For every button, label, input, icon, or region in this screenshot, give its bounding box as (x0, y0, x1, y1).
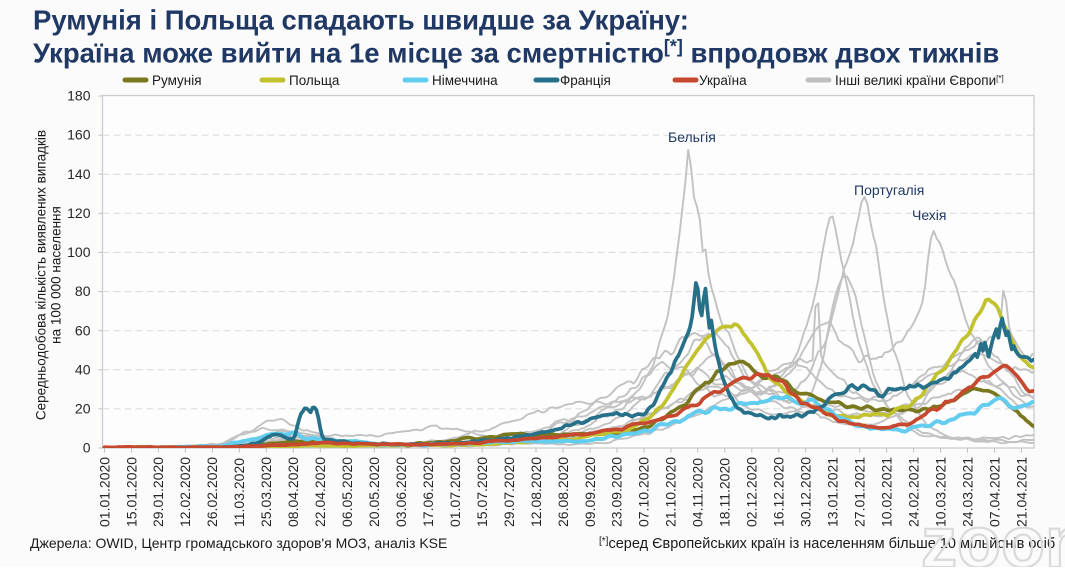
svg-text:15.07.2020: 15.07.2020 (474, 457, 490, 527)
svg-text:на 100 000 населення: на 100 000 населення (49, 206, 64, 344)
svg-text:29.07.2020: 29.07.2020 (501, 457, 517, 527)
svg-text:06.05.2020: 06.05.2020 (339, 457, 355, 527)
svg-text:10.03.2021: 10.03.2021 (932, 457, 948, 527)
svg-text:Польща: Польща (289, 73, 340, 88)
svg-text:07.04.2021: 07.04.2021 (986, 457, 1002, 527)
svg-text:140: 140 (67, 166, 91, 182)
svg-text:13.01.2021: 13.01.2021 (825, 457, 841, 527)
svg-text:22.04.2020: 22.04.2020 (312, 457, 328, 527)
svg-text:26.08.2020: 26.08.2020 (555, 457, 571, 527)
svg-text:01.07.2020: 01.07.2020 (447, 457, 463, 527)
svg-text:15.01.2020: 15.01.2020 (123, 457, 139, 527)
svg-text:180: 180 (67, 88, 91, 104)
svg-text:10.02.2021: 10.02.2021 (878, 457, 894, 527)
svg-text:21.04.2021: 21.04.2021 (1013, 457, 1029, 527)
svg-text:Інші великі країни Європи[*]: Інші великі країни Європи[*] (835, 73, 1004, 88)
svg-text:80: 80 (75, 283, 91, 299)
svg-text:Румунія і Польща спадають швид: Румунія і Польща спадають швидше за Укра… (33, 5, 689, 36)
svg-text:26.02.2020: 26.02.2020 (204, 457, 220, 527)
svg-text:Чехія: Чехія (912, 207, 947, 223)
svg-text:Україна може вийти на 1е місце: Україна може вийти на 1е місце за смертн… (33, 37, 999, 69)
svg-text:40: 40 (75, 361, 91, 377)
svg-text:[*]серед Європейських країн із: [*]серед Європейських країн із населення… (599, 536, 1055, 552)
svg-text:24.02.2021: 24.02.2021 (905, 457, 921, 527)
svg-text:09.09.2020: 09.09.2020 (582, 457, 598, 527)
svg-text:Франція: Франція (560, 73, 611, 88)
svg-text:Середньодобова кількість виявл: Середньодобова кількість виявлених випад… (34, 130, 49, 420)
svg-text:zoom: zoom (921, 503, 1065, 567)
svg-text:23.09.2020: 23.09.2020 (609, 457, 625, 527)
svg-text:08.04.2020: 08.04.2020 (285, 457, 301, 527)
svg-text:60: 60 (75, 322, 91, 338)
svg-text:Джерела: OWID, Центр громадськ: Джерела: OWID, Центр громадського здоров… (30, 535, 447, 551)
svg-text:17.06.2020: 17.06.2020 (420, 457, 436, 527)
svg-text:21.10.2020: 21.10.2020 (663, 457, 679, 527)
svg-text:07.10.2020: 07.10.2020 (636, 457, 652, 527)
svg-text:160: 160 (67, 127, 91, 143)
svg-text:100: 100 (67, 244, 91, 260)
svg-text:11.03.2020: 11.03.2020 (231, 458, 247, 527)
svg-text:12.02.2020: 12.02.2020 (177, 457, 193, 527)
svg-text:30.12.2020: 30.12.2020 (798, 457, 814, 527)
svg-text:24.03.2021: 24.03.2021 (959, 457, 975, 527)
svg-text:18.11.2020: 18.11.2020 (717, 458, 733, 527)
svg-text:27.01.2021: 27.01.2021 (852, 457, 868, 527)
svg-text:16.12.2020: 16.12.2020 (771, 457, 787, 527)
svg-text:120: 120 (67, 205, 91, 221)
svg-text:Румунія: Румунія (152, 73, 202, 88)
svg-text:01.01.2020: 01.01.2020 (96, 457, 112, 527)
svg-text:03.06.2020: 03.06.2020 (393, 457, 409, 527)
svg-text:20: 20 (75, 401, 91, 417)
svg-text:Німеччина: Німеччина (432, 73, 498, 88)
svg-text:Бельгія: Бельгія (668, 129, 716, 145)
svg-text:20.05.2020: 20.05.2020 (366, 457, 382, 527)
svg-text:29.01.2020: 29.01.2020 (150, 457, 166, 527)
svg-text:12.08.2020: 12.08.2020 (528, 457, 544, 527)
svg-text:04.11.2020: 04.11.2020 (690, 458, 706, 527)
svg-text:Португалія: Португалія (854, 182, 924, 198)
svg-text:Україна: Україна (699, 73, 747, 88)
svg-text:0: 0 (83, 440, 91, 456)
svg-text:02.12.2020: 02.12.2020 (744, 457, 760, 527)
svg-text:25.03.2020: 25.03.2020 (258, 457, 274, 527)
